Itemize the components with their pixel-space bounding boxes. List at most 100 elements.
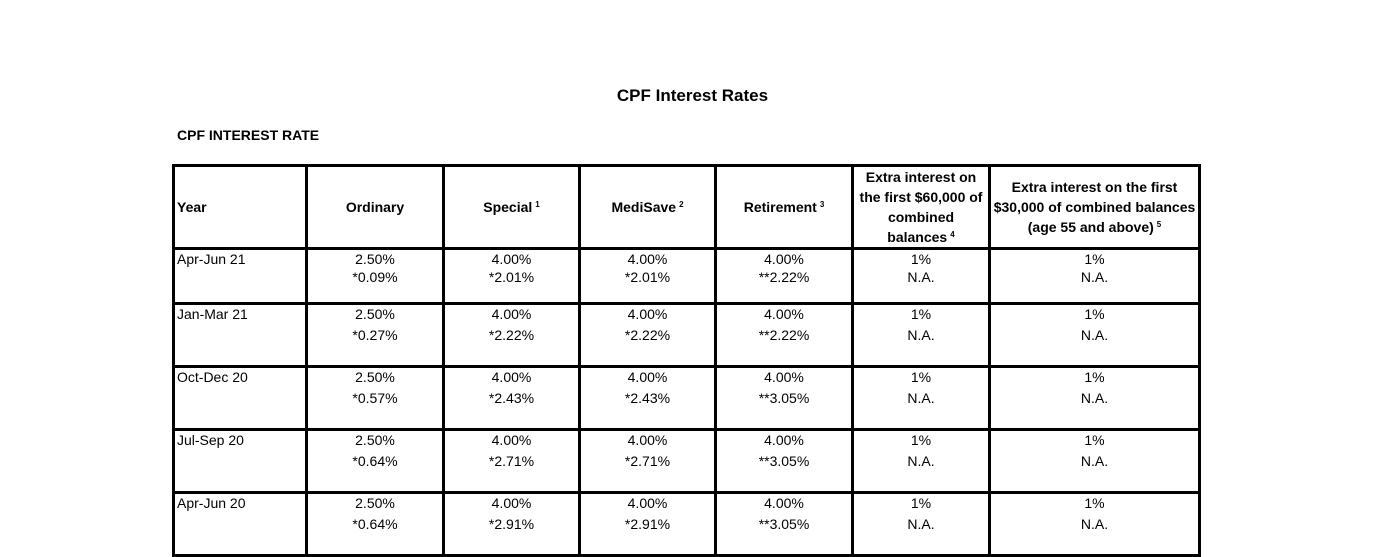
rate-cell-extra-60k: 1% N.A. bbox=[851, 365, 991, 431]
rate-value: 2.50% bbox=[355, 251, 395, 267]
rate-value: 4.00% bbox=[627, 251, 668, 267]
rate-cell-retirement: 4.00% **3.05% bbox=[714, 428, 854, 494]
rate-value: 4.00% bbox=[764, 432, 804, 448]
header-medisave: MediSave 2 bbox=[578, 164, 717, 250]
rate-cell-special: 4.00% *2.71% bbox=[442, 428, 581, 494]
rate-note-value: **3.05% bbox=[758, 390, 810, 406]
rate-note-value: N.A. bbox=[1080, 516, 1109, 532]
rate-cell-extra-60k: 1% N.A. bbox=[851, 302, 991, 368]
rate-cell-extra-60k: 1% N.A. bbox=[851, 247, 991, 305]
rate-value: 2.50% bbox=[355, 432, 395, 448]
rate-note-value: *2.71% bbox=[488, 453, 535, 469]
rate-value: 4.00% bbox=[627, 306, 668, 322]
rate-note-value: *2.22% bbox=[488, 327, 535, 343]
rate-value: 4.00% bbox=[491, 432, 532, 448]
rate-cell-retirement: 4.00% **2.22% bbox=[714, 247, 854, 305]
rate-cell-ordinary: 2.50% *0.09% bbox=[305, 247, 445, 305]
rate-note-value: N.A. bbox=[1080, 269, 1109, 285]
rate-value: 4.00% bbox=[764, 306, 804, 322]
rate-cell-extra-30k: 1% N.A. bbox=[988, 428, 1201, 494]
table-row: Oct-Dec 20 2.50% *0.57% 4.00% *2.43% 4.00% *2.… bbox=[172, 365, 1201, 431]
rate-cell-extra-60k: 1% N.A. bbox=[851, 491, 991, 557]
rate-cell-medisave: 4.00% *2.01% bbox=[578, 247, 717, 305]
rate-cell-retirement: 4.00% **3.05% bbox=[714, 365, 854, 431]
header-special: Special 1 bbox=[442, 164, 581, 250]
footnote-marker: 4 bbox=[950, 230, 955, 239]
rate-note-value: *2.43% bbox=[624, 390, 671, 406]
rate-cell-ordinary: 2.50% *0.57% bbox=[305, 365, 445, 431]
rate-cell-ordinary: 2.50% *0.27% bbox=[305, 302, 445, 368]
rate-value: 4.00% bbox=[491, 251, 532, 267]
rate-cell-ordinary: 2.50% *0.64% bbox=[305, 428, 445, 494]
rate-cell-ordinary: 2.50% *0.64% bbox=[305, 491, 445, 557]
rate-cell-extra-60k: 1% N.A. bbox=[851, 428, 991, 494]
rate-note-value: N.A. bbox=[907, 269, 935, 285]
table-row: Apr-Jun 20 2.50% *0.64% 4.00% *2.91% 4.00% *2.… bbox=[172, 491, 1201, 557]
rate-note-value: *0.27% bbox=[352, 327, 398, 343]
rate-note-value: N.A. bbox=[907, 390, 935, 406]
rate-cell-extra-30k: 1% N.A. bbox=[988, 302, 1201, 368]
footnote-marker: 1 bbox=[535, 200, 540, 209]
header-retirement: Retirement 3 bbox=[714, 164, 854, 250]
footnote-marker: 2 bbox=[679, 200, 684, 209]
header-extra-interest-60k: Extra interest on the first $60,000 of c… bbox=[851, 164, 991, 250]
rate-value: 1% bbox=[910, 306, 932, 322]
rate-cell-special: 4.00% *2.91% bbox=[442, 491, 581, 557]
rate-value: 4.00% bbox=[627, 432, 668, 448]
rate-cell-medisave: 4.00% *2.43% bbox=[578, 365, 717, 431]
rate-cell-medisave: 4.00% *2.91% bbox=[578, 491, 717, 557]
rate-value: 1% bbox=[1084, 432, 1105, 448]
header-row: Year Ordinary Special 1 MediSave 2 Retirem… bbox=[172, 164, 1201, 250]
footnote-marker: 5 bbox=[1156, 220, 1162, 229]
rate-cell-medisave: 4.00% *2.71% bbox=[578, 428, 717, 494]
rate-value: 1% bbox=[910, 369, 932, 385]
rate-note-value: **2.22% bbox=[758, 269, 810, 285]
rate-note-value: *2.91% bbox=[488, 516, 535, 532]
rate-value: 4.00% bbox=[491, 306, 532, 322]
rate-note-value: N.A. bbox=[907, 327, 935, 343]
rate-value: 1% bbox=[1084, 495, 1105, 511]
rate-note-value: **3.05% bbox=[758, 516, 810, 532]
rate-value: 1% bbox=[1084, 306, 1105, 322]
year-cell: Apr-Jun 20 bbox=[172, 491, 308, 557]
rate-note-value: **2.22% bbox=[758, 327, 810, 343]
rate-value: 4.00% bbox=[627, 495, 668, 511]
rate-note-value: *2.91% bbox=[624, 516, 671, 532]
page-title: CPF Interest Rates bbox=[616, 86, 769, 105]
rate-value: 4.00% bbox=[764, 251, 804, 267]
rate-value: 4.00% bbox=[764, 495, 804, 511]
rate-cell-retirement: 4.00% **2.22% bbox=[714, 302, 854, 368]
header-year: Year bbox=[172, 164, 308, 250]
rate-value: 4.00% bbox=[764, 369, 804, 385]
footnote-marker: 3 bbox=[819, 200, 825, 209]
rate-value: 1% bbox=[910, 495, 932, 511]
rate-value: 2.50% bbox=[355, 369, 395, 385]
rate-value: 2.50% bbox=[355, 306, 395, 322]
year-cell: Jan-Mar 21 bbox=[172, 302, 308, 368]
rate-note-value: *2.22% bbox=[624, 327, 671, 343]
rate-value: 1% bbox=[1084, 369, 1105, 385]
rate-note-value: *0.57% bbox=[352, 390, 398, 406]
table-row: Jan-Mar 21 2.50% *0.27% 4.00% *2.22% 4.00% *2.… bbox=[172, 302, 1201, 368]
rate-cell-medisave: 4.00% *2.22% bbox=[578, 302, 717, 368]
rate-value: 1% bbox=[1084, 251, 1105, 267]
header-extra-interest-30k: Extra interest on the first $30,000 of c… bbox=[988, 164, 1201, 250]
rate-note-value: N.A. bbox=[907, 516, 935, 532]
rate-cell-retirement: 4.00% **3.05% bbox=[714, 491, 854, 557]
rate-note-value: N.A. bbox=[1080, 327, 1109, 343]
rate-cell-special: 4.00% *2.01% bbox=[442, 247, 581, 305]
rate-note-value: *2.01% bbox=[624, 269, 671, 285]
rate-note-value: *0.64% bbox=[352, 453, 398, 469]
rate-note-value: *2.01% bbox=[488, 269, 535, 285]
section-heading: CPF INTEREST RATE bbox=[177, 127, 320, 143]
rate-note-value: *2.43% bbox=[488, 390, 535, 406]
rate-note-value: *0.09% bbox=[352, 269, 398, 285]
rate-cell-extra-30k: 1% N.A. bbox=[988, 491, 1201, 557]
rate-note-value: N.A. bbox=[907, 453, 935, 469]
interest-rates-table: Year Ordinary Special 1 MediSave 2 Retirem… bbox=[172, 164, 1201, 557]
rate-value: 4.00% bbox=[491, 495, 532, 511]
rate-note-value: N.A. bbox=[1080, 453, 1109, 469]
table-row: Jul-Sep 20 2.50% *0.64% 4.00% *2.71% 4.00% *2.… bbox=[172, 428, 1201, 494]
header-ordinary: Ordinary bbox=[305, 164, 445, 250]
rate-cell-special: 4.00% *2.22% bbox=[442, 302, 581, 368]
